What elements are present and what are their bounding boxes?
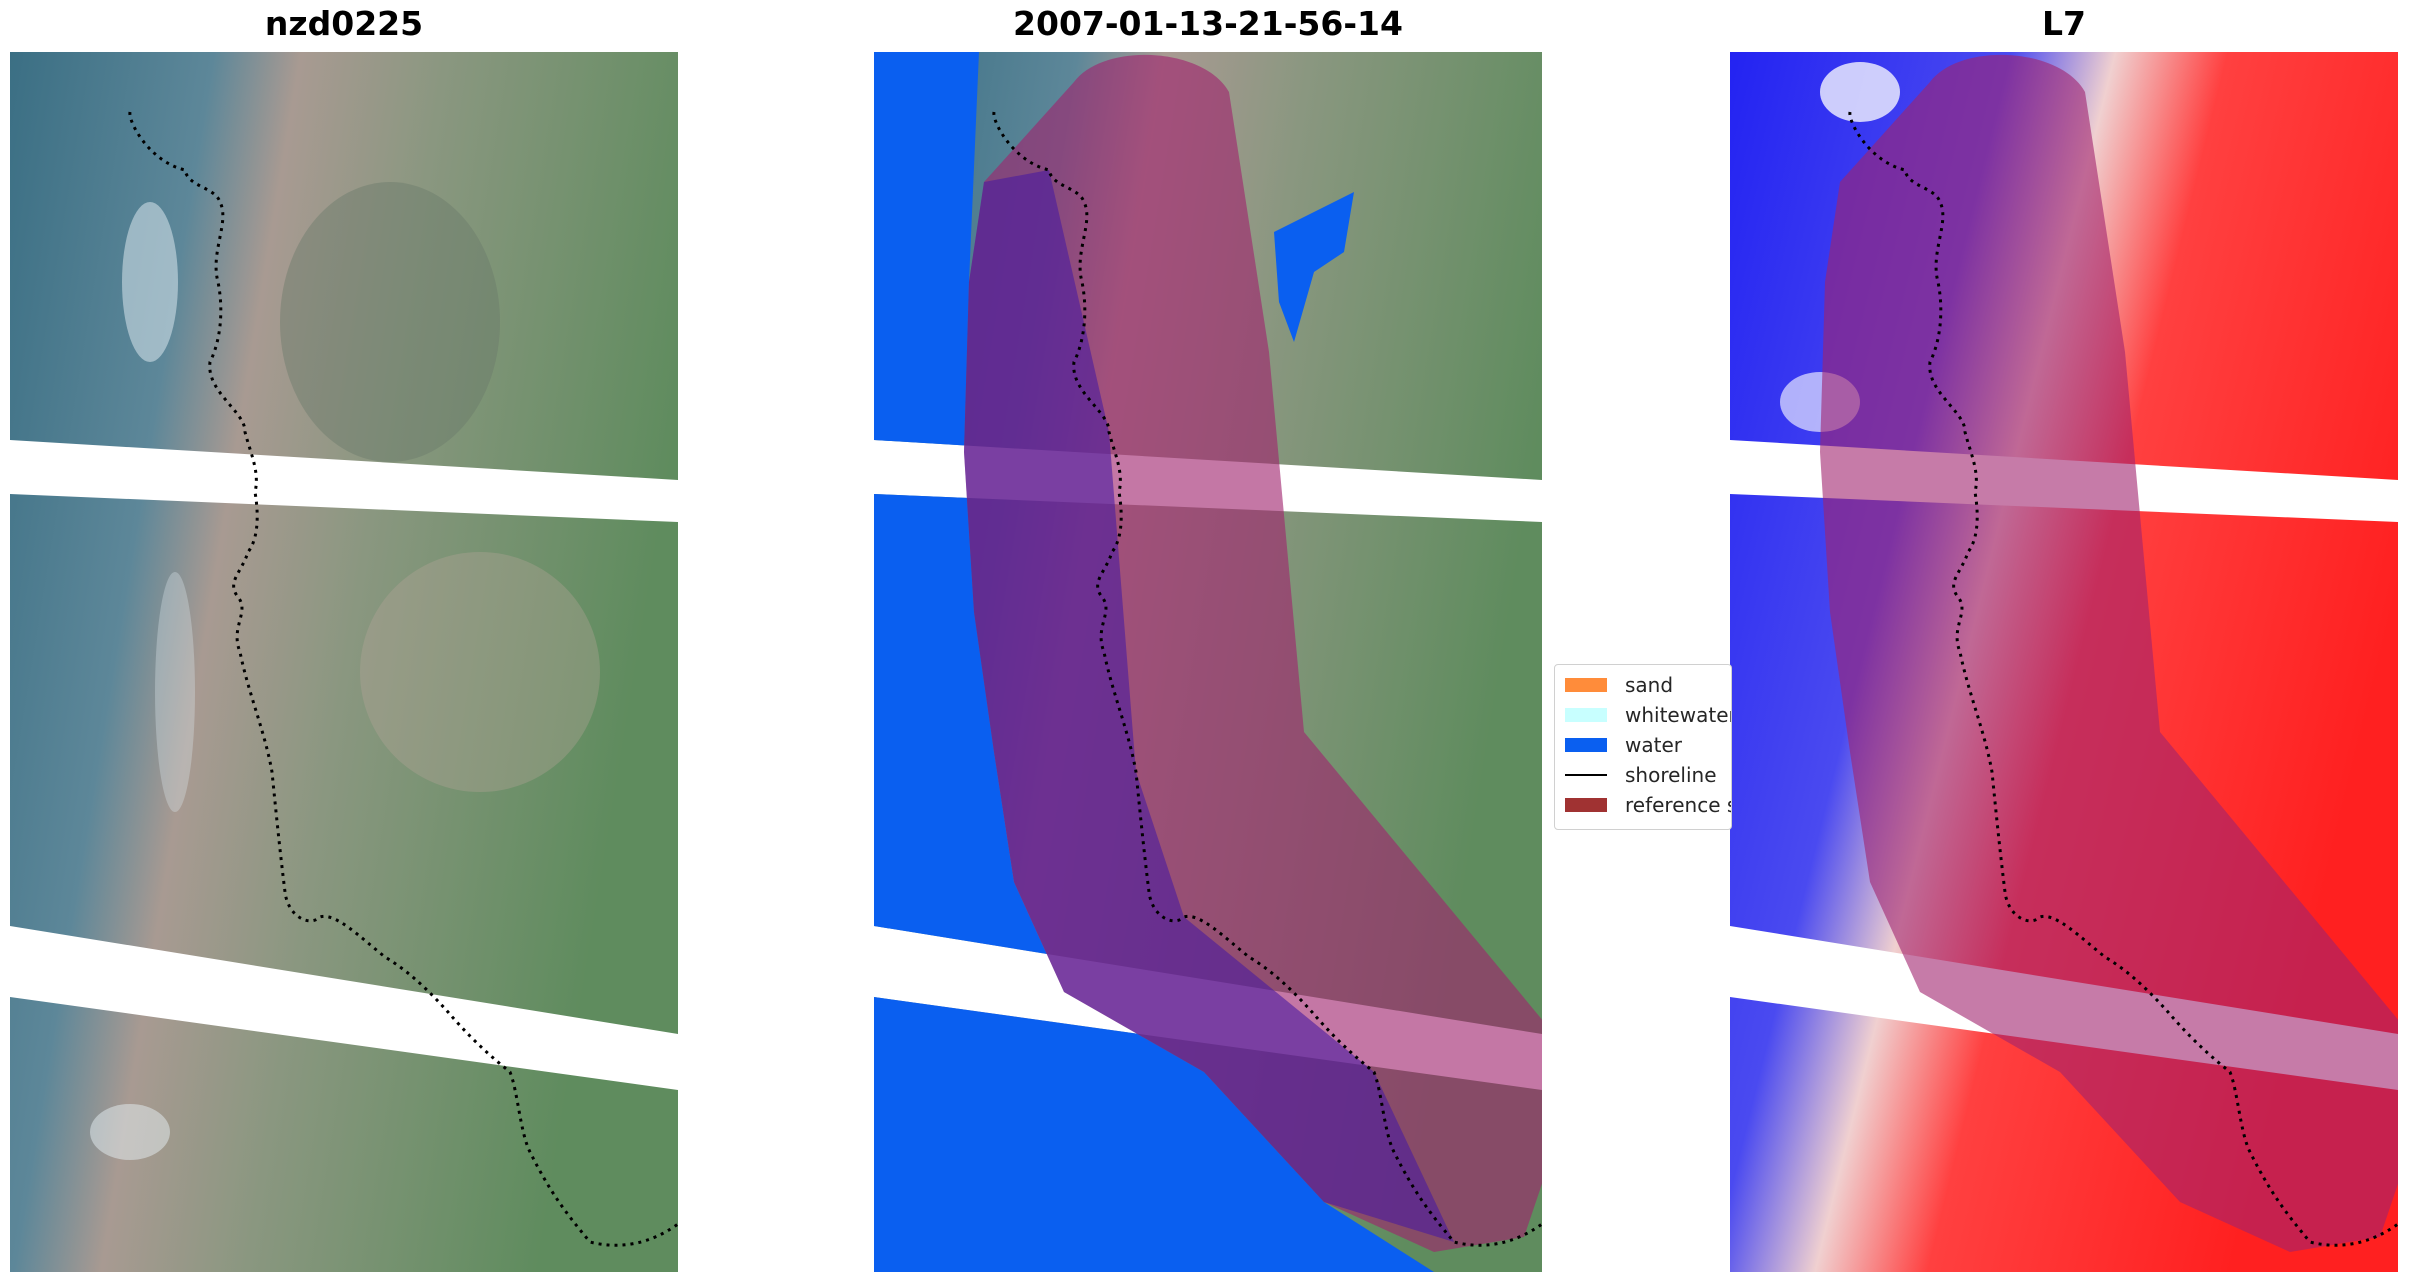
- water-in-buffer-middle: [964, 170, 1454, 1242]
- legend-item-whitewater: whitewater: [1565, 703, 1732, 727]
- legend-label-sand: sand: [1625, 673, 1674, 697]
- title-left: nzd0225: [264, 4, 424, 43]
- legend-line-shoreline: [1565, 774, 1607, 776]
- title-middle: 2007-01-13-21-56-14: [1013, 4, 1403, 43]
- legend-item-reference-buffer: reference shoreline buffer: [1565, 793, 1731, 817]
- index-panel: [1730, 52, 2398, 1272]
- legend-swatch-whitewater: [1565, 708, 1607, 722]
- legend-label-whitewater: whitewater: [1625, 703, 1732, 727]
- legend-swatch-sand: [1565, 678, 1607, 692]
- legend-item-shoreline: shoreline: [1565, 763, 1717, 787]
- legend-swatch-reference-buffer: [1565, 798, 1607, 812]
- legend: sand whitewater water shoreline referenc…: [1554, 664, 1732, 830]
- legend-label-reference-buffer: reference shoreline buffer: [1625, 793, 1731, 817]
- legend-swatch-water: [1565, 738, 1607, 752]
- legend-label-shoreline: shoreline: [1625, 763, 1717, 787]
- title-right: L7: [2042, 4, 2086, 43]
- legend-item-sand: sand: [1565, 673, 1673, 697]
- legend-item-water: water: [1565, 733, 1682, 757]
- legend-label-water: water: [1625, 733, 1682, 757]
- rgb-image-panel: [10, 52, 678, 1272]
- classification-panel: [874, 52, 1542, 1272]
